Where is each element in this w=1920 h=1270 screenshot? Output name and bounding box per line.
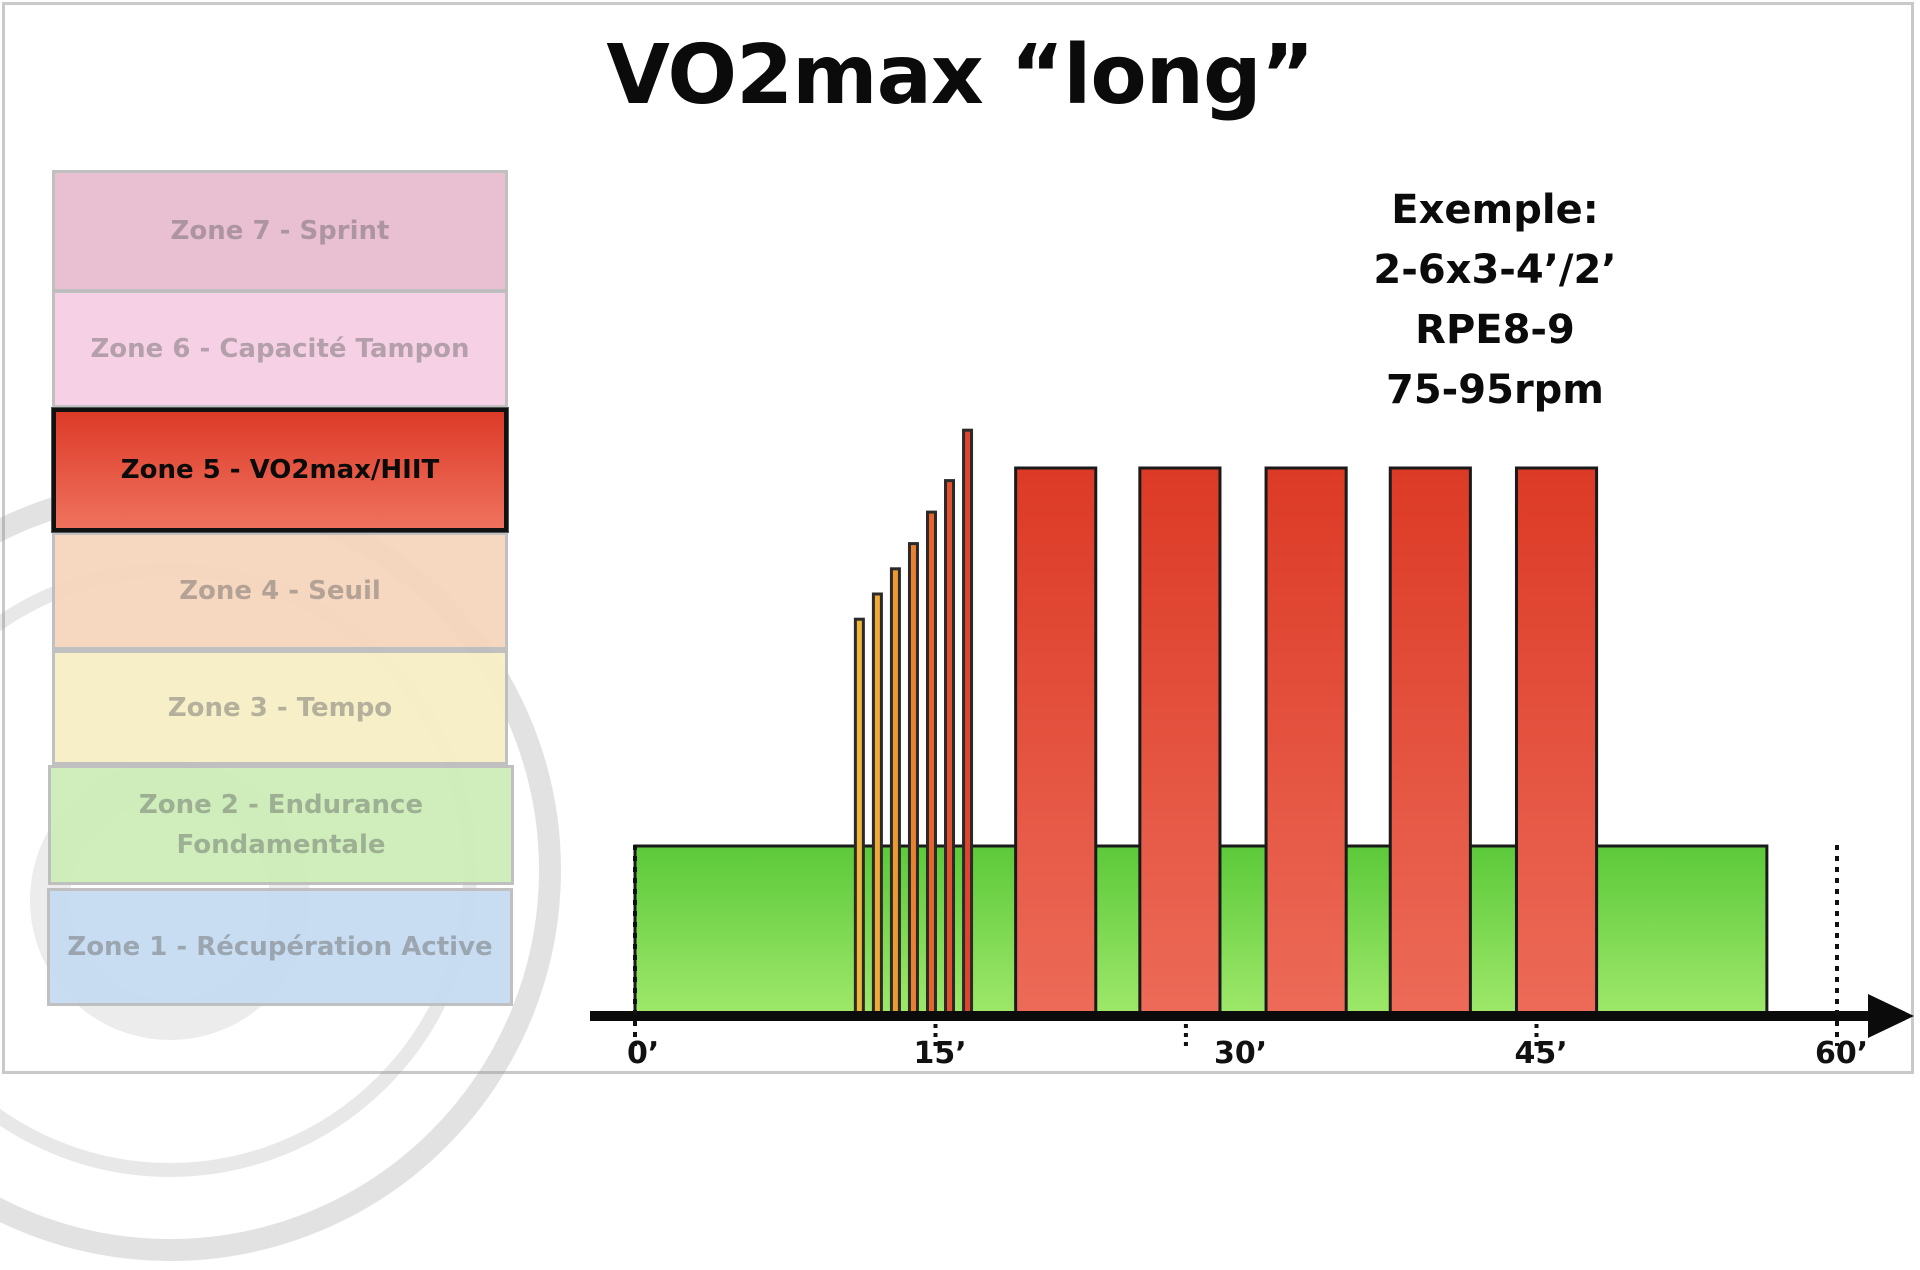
zone-5-box: Zone 5 - VO2max/HIIT: [52, 408, 508, 532]
rampup-bar-7: [962, 428, 974, 1018]
zone-4-box: Zone 4 - Seuil: [52, 532, 508, 650]
tick-label-30: 30’: [1214, 1036, 1268, 1071]
tick-label-0: 0’: [627, 1036, 660, 1071]
zone-1-box: Zone 1 - Récupération Active: [47, 888, 513, 1006]
interval-bar-4: [1388, 466, 1472, 1018]
interval-bar-1: [1014, 466, 1098, 1018]
interval-bar-2: [1138, 466, 1222, 1018]
zone-4-label: Zone 4 - Seuil: [179, 576, 381, 606]
zone-3-box: Zone 3 - Tempo: [52, 650, 508, 765]
interval-bar-3: [1264, 466, 1348, 1018]
example-rpe: RPE8-9: [1415, 307, 1575, 353]
example-block: Exemple: 2-6x3-4’/2’ RPE8-9 75-95rpm: [1345, 180, 1645, 420]
example-sets: 2-6x3-4’/2’: [1373, 247, 1617, 293]
zone-6-box: Zone 6 - Capacité Tampon: [52, 290, 508, 408]
zone-5-label: Zone 5 - VO2max/HIIT: [120, 455, 440, 485]
axis-arrow-icon: [1868, 994, 1914, 1038]
rampup-bar-1: [853, 617, 865, 1018]
rampup-bar-6: [944, 479, 956, 1018]
tick-label-15: 15’: [913, 1036, 967, 1071]
zone-2-box: Zone 2 - Endurance Fondamentale: [48, 765, 514, 885]
zone-3-label: Zone 3 - Tempo: [167, 692, 393, 723]
tick-label-45: 45’: [1514, 1036, 1568, 1071]
zone-7-label: Zone 7 - Sprint: [170, 216, 390, 246]
rampup-bar-2: [871, 592, 883, 1018]
zone-6-label: Zone 6 - Capacité Tampon: [90, 334, 470, 364]
zone-2-label: Zone 2 - Endurance Fondamentale: [138, 790, 424, 860]
zone-7-box: Zone 7 - Sprint: [52, 170, 508, 292]
rampup-bar-3: [889, 567, 901, 1018]
example-cadence: 75-95rpm: [1386, 367, 1604, 413]
page-title: VO2max “long”: [606, 28, 1314, 123]
zone-1-label: Zone 1 - Récupération Active: [67, 932, 493, 962]
workout-chart: [590, 428, 1914, 1048]
example-heading: Exemple:: [1391, 187, 1599, 233]
tick-label-60: 60’: [1815, 1036, 1869, 1071]
rampup-bar-5: [925, 510, 937, 1018]
rampup-bar-4: [907, 542, 919, 1018]
interval-bar-5: [1514, 466, 1599, 1018]
